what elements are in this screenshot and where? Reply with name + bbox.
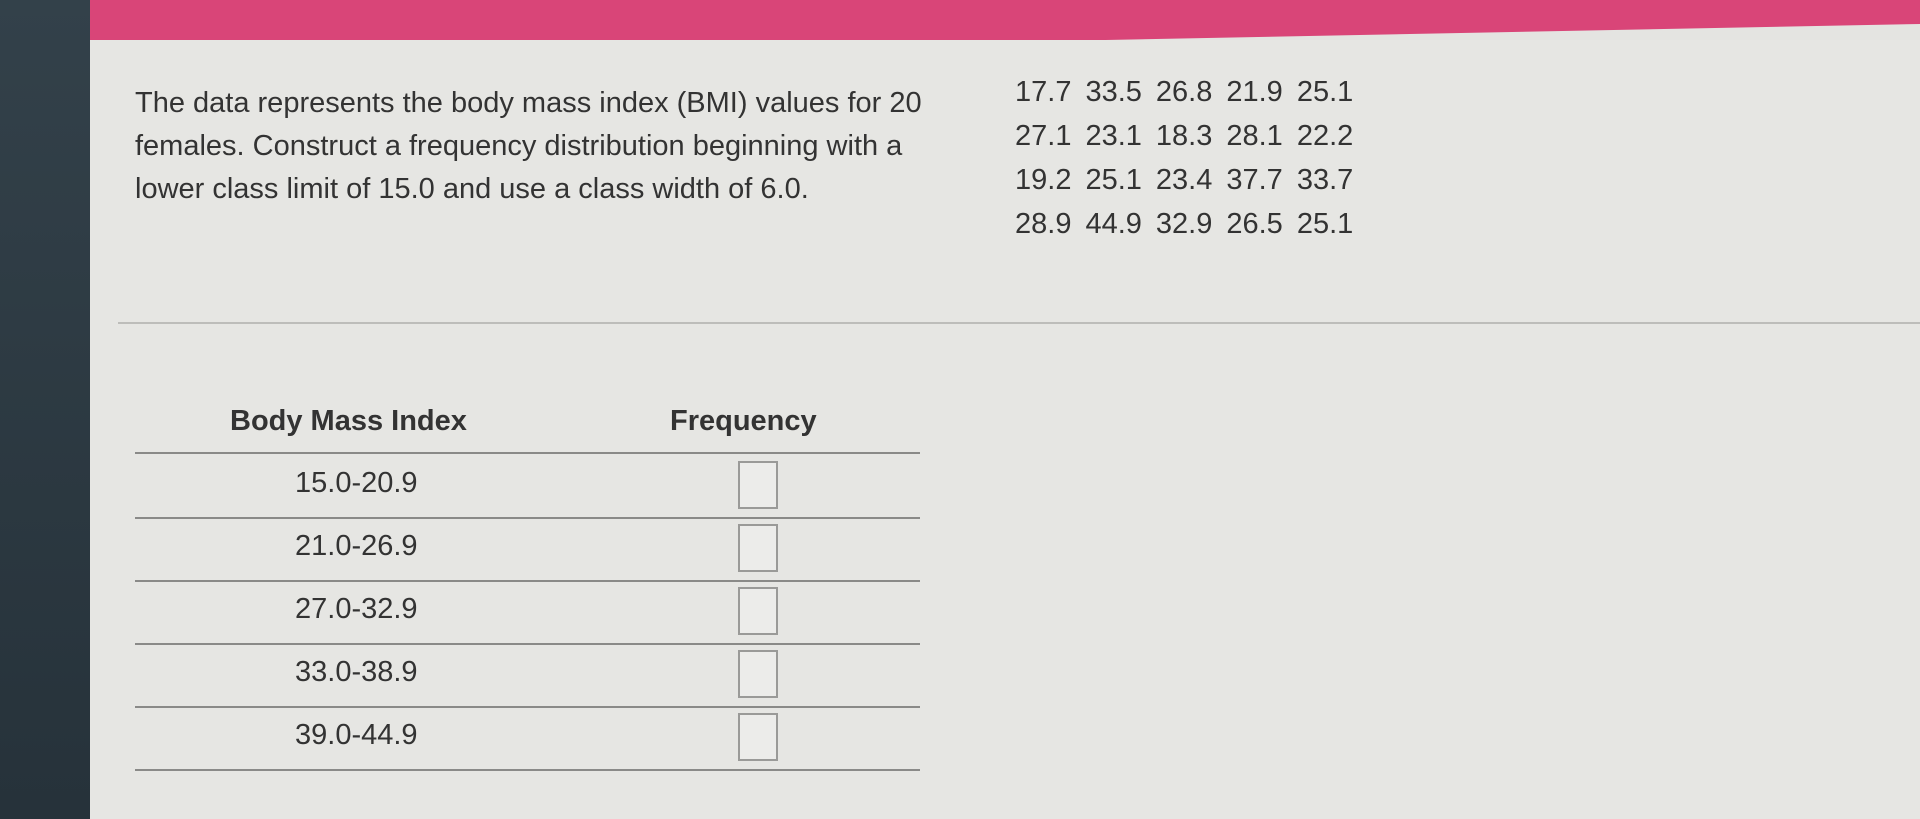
data-value: 26.8 [1155, 75, 1213, 108]
data-row: 17.7 33.5 26.8 21.9 25.1 [1008, 70, 1360, 114]
data-value: 33.7 [1296, 163, 1354, 196]
question-text: The data represents the body mass index … [135, 87, 922, 205]
data-row: 27.1 23.1 18.3 28.1 22.2 [1008, 114, 1360, 158]
column-header: Frequency [670, 405, 817, 437]
data-value: 25.1 [1085, 163, 1142, 196]
class-label: 27.0-32.9 [295, 593, 418, 625]
side-strip [0, 0, 90, 819]
row-line [135, 517, 920, 519]
data-value: 33.5 [1085, 75, 1142, 108]
frequency-input[interactable] [738, 713, 778, 761]
panel [90, 40, 1920, 819]
data-value: 17.7 [1015, 75, 1072, 108]
row-line [135, 580, 920, 582]
data-value: 32.9 [1155, 207, 1213, 240]
row-line [135, 643, 920, 645]
class-label: 21.0-26.9 [295, 530, 418, 562]
data-value: 25.1 [1296, 75, 1354, 108]
data-value: 44.9 [1085, 207, 1142, 240]
divider [118, 322, 1920, 324]
row-line [135, 769, 920, 771]
data-value: 23.1 [1085, 119, 1142, 152]
data-value: 37.7 [1226, 163, 1283, 196]
data-value: 21.9 [1226, 75, 1283, 108]
data-value: 26.5 [1226, 207, 1283, 240]
data-value: 23.4 [1155, 163, 1213, 196]
class-label: 39.0-44.9 [295, 719, 418, 751]
data-row: 19.2 25.1 23.4 37.7 33.7 [1008, 158, 1360, 202]
frequency-input[interactable] [738, 587, 778, 635]
data-value: 28.1 [1226, 119, 1283, 152]
frequency-input[interactable] [738, 650, 778, 698]
class-label: 33.0-38.9 [295, 656, 418, 688]
row-line [135, 706, 920, 708]
data-value: 19.2 [1015, 163, 1072, 196]
frequency-input[interactable] [738, 524, 778, 572]
data-value: 27.1 [1015, 119, 1072, 152]
column-header: Body Mass Index [230, 405, 467, 437]
data-value: 22.2 [1296, 119, 1354, 152]
frequency-input[interactable] [738, 461, 778, 509]
data-value: 28.9 [1015, 207, 1072, 240]
data-row: 28.9 44.9 32.9 26.5 25.1 [1008, 202, 1360, 246]
data-value: 25.1 [1296, 207, 1354, 240]
data-value: 18.3 [1155, 119, 1213, 152]
class-label: 15.0-20.9 [295, 467, 418, 499]
data-grid: 17.7 33.5 26.8 21.9 25.1 27.1 23.1 18.3 28.1 22.2… [1008, 70, 1360, 246]
header-line [135, 452, 920, 454]
